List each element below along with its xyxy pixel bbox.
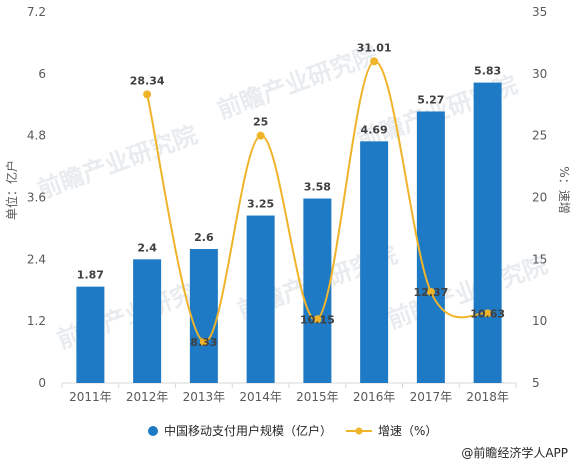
line-point [256, 131, 265, 140]
axes: 0 1.2 2.4 3.6 4.8 6 7.2 5 10 15 20 25 30 35 2011年 2012年… [27, 5, 547, 404]
bar-value-label: 3.25 [247, 198, 274, 211]
watermark-text: 前瞻产业研究院 [384, 251, 551, 335]
legend-line-label: 增速（%） [378, 424, 437, 438]
line-point [143, 90, 152, 99]
x-tick-label: 2014年 [239, 390, 282, 404]
line-point [426, 287, 435, 296]
bar [76, 286, 105, 383]
bar [303, 198, 332, 383]
x-tick-label: 2018年 [466, 390, 509, 404]
y2-tick-label: 35 [532, 5, 547, 19]
bar-value-label: 1.87 [77, 269, 104, 282]
bar [189, 249, 218, 383]
legend-bar-label: 中国移动支付用户规模（亿户） [164, 423, 332, 438]
line-point [483, 309, 492, 318]
y2-tick-label: 15 [532, 252, 547, 266]
y-axis-title: 单位：亿户 [4, 160, 19, 220]
line-point [370, 57, 379, 66]
bar [473, 82, 502, 384]
bar-value-label: 5.83 [474, 65, 501, 78]
bar-value-label: 5.27 [417, 93, 444, 106]
y-tick-label: 1.2 [27, 314, 46, 328]
bar [416, 111, 445, 383]
x-tick-label: 2011年 [69, 390, 112, 404]
data-labels: 1.87 2.4 2.6 3.25 3.58 4.69 5.27 5.83 28.34 8.33 2… [77, 41, 505, 348]
y2-tick-label: 25 [532, 129, 547, 143]
y2-tick-label: 30 [532, 67, 547, 81]
y-tick-label: 6 [38, 67, 46, 81]
line-value-label: 12.37 [413, 286, 448, 299]
y2-tick-label: 10 [532, 314, 547, 328]
x-tick-label: 2013年 [183, 390, 226, 404]
bar [360, 141, 389, 383]
y-tick-label: 2.4 [27, 252, 46, 266]
bar [133, 259, 162, 383]
x-tick-label: 2017年 [410, 390, 453, 404]
line-value-label: 25 [253, 116, 268, 129]
y2-axis-title: %：速增 [557, 166, 571, 213]
x-tick-label: 2015年 [296, 390, 339, 404]
line-value-label: 10.63 [470, 307, 505, 320]
watermark-text: 前瞻产业研究院 [34, 121, 201, 205]
credit-text: @前瞻经济学人APP [461, 445, 568, 460]
line-value-label: 31.01 [357, 41, 392, 54]
bars [76, 82, 502, 384]
line-point [199, 337, 208, 346]
growth-line [143, 57, 492, 346]
y-tick-label: 0 [38, 376, 46, 390]
line-value-label: 28.34 [130, 74, 165, 87]
x-tick-label: 2016年 [353, 390, 396, 404]
bar [246, 215, 275, 383]
y-tick-label: 4.8 [27, 129, 46, 143]
bar-value-label: 3.58 [304, 181, 331, 194]
y2-tick-label: 20 [532, 191, 547, 205]
y-tick-label: 7.2 [27, 5, 46, 19]
y2-tick-label: 5 [532, 376, 540, 390]
bar-value-label: 4.69 [361, 123, 388, 136]
legend: 中国移动支付用户规模（亿户） 增速（%） [148, 423, 437, 438]
line-value-label: 8.33 [190, 336, 217, 349]
legend-line-dot [355, 427, 363, 435]
line-value-label: 10.15 [300, 313, 335, 326]
line-point [313, 315, 322, 324]
bar-value-label: 2.6 [194, 231, 214, 244]
y-tick-label: 3.6 [27, 191, 46, 205]
x-tick-label: 2012年 [126, 390, 169, 404]
bar-value-label: 2.4 [137, 241, 157, 254]
legend-bar-marker [148, 426, 158, 436]
